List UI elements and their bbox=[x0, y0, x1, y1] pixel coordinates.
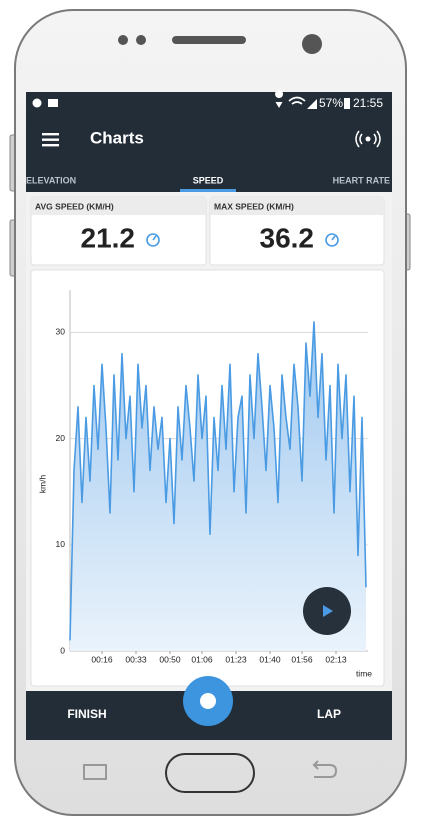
tab-indicator bbox=[180, 189, 236, 192]
y-tick-label: 20 bbox=[56, 433, 66, 443]
lap-button[interactable]: LAP bbox=[317, 707, 341, 721]
x-tick-label: 00:16 bbox=[91, 654, 113, 664]
stat-label: AVG SPEED (KM/H) bbox=[35, 201, 114, 211]
wifi-icon bbox=[288, 96, 306, 105]
tab-active[interactable]: SPEED bbox=[193, 175, 224, 185]
x-tick-label: 01:23 bbox=[225, 654, 247, 664]
battery-text: 57% bbox=[319, 96, 343, 110]
app-title: Charts bbox=[90, 128, 144, 147]
stat-value: 21.2 bbox=[81, 222, 136, 253]
recent-key[interactable] bbox=[83, 764, 107, 780]
sensor bbox=[136, 35, 146, 45]
stat-value: 36.2 bbox=[260, 222, 315, 253]
sensor-button[interactable] bbox=[355, 130, 381, 148]
y-tick-label: 30 bbox=[56, 327, 66, 337]
stat-card-header bbox=[210, 197, 384, 215]
home-key[interactable] bbox=[165, 753, 255, 793]
stat-card-header bbox=[31, 197, 206, 215]
tab[interactable]: HEART RATE bbox=[333, 175, 390, 185]
x-tick-label: 00:33 bbox=[125, 654, 147, 664]
back-key[interactable] bbox=[312, 760, 338, 778]
chart: 0 10 20 30 00:16 00:33 00:50 01:06 01:23 01:40 01:… bbox=[56, 290, 368, 664]
menu-bar bbox=[42, 133, 59, 136]
battery-icon bbox=[344, 98, 350, 109]
record-dot bbox=[200, 693, 216, 709]
x-tick-label: 02:13 bbox=[325, 654, 347, 664]
gauge-needle bbox=[331, 235, 336, 241]
stat-label: MAX SPEED (KM/H) bbox=[214, 201, 294, 211]
record-button[interactable] bbox=[183, 676, 233, 726]
sensor bbox=[118, 35, 128, 45]
clock: 21:55 bbox=[353, 96, 383, 110]
status-icon bbox=[32, 98, 42, 108]
gauge-needle bbox=[152, 235, 157, 241]
y-tick-label: 10 bbox=[56, 539, 66, 549]
y-tick-label: 0 bbox=[60, 645, 65, 655]
x-axis-label: time bbox=[356, 668, 372, 678]
location-icon bbox=[275, 90, 284, 108]
gauge-icon bbox=[146, 233, 160, 247]
speed-line bbox=[69, 321, 367, 641]
camera bbox=[302, 34, 322, 54]
gauge-icon bbox=[325, 233, 339, 247]
menu-button[interactable] bbox=[42, 133, 59, 147]
signal-icon bbox=[307, 99, 317, 109]
menu-bar bbox=[42, 138, 59, 141]
x-tick-label: 01:56 bbox=[291, 654, 313, 664]
area bbox=[70, 321, 366, 651]
y-axis-label: km/h bbox=[37, 475, 47, 494]
status-icon bbox=[48, 99, 58, 107]
speaker bbox=[172, 36, 246, 44]
sensor-dot bbox=[365, 136, 371, 142]
menu-bar bbox=[42, 144, 59, 147]
sensor-waves bbox=[355, 130, 381, 148]
play-button[interactable] bbox=[303, 587, 351, 635]
play-icon bbox=[323, 605, 333, 617]
tab[interactable]: ELEVATION bbox=[26, 175, 76, 185]
x-tick-label: 00:50 bbox=[159, 654, 181, 664]
finish-button[interactable]: FINISH bbox=[67, 707, 106, 721]
x-tick-label: 01:06 bbox=[191, 654, 213, 664]
header bbox=[26, 92, 392, 192]
x-tick-label: 01:40 bbox=[259, 654, 281, 664]
